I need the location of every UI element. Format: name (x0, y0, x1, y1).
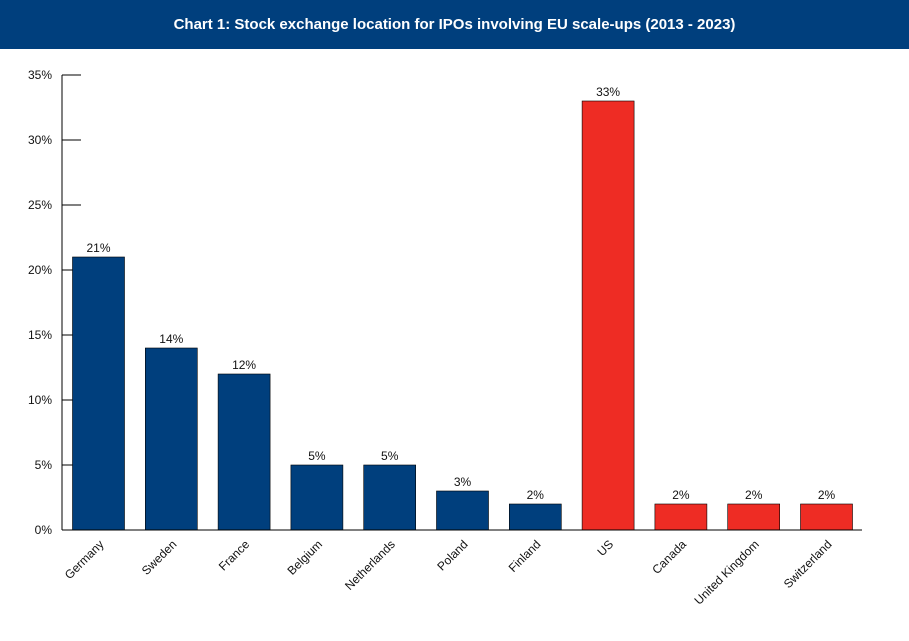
x-tick-label: United Kingdom (692, 537, 762, 607)
bar-france (217, 373, 271, 531)
bar-sweden (145, 347, 198, 531)
bars: 21% 14% 12% 5% 5% 3% 2% 33% 2% 2% 2% (72, 85, 853, 531)
data-label: 12% (232, 358, 256, 372)
bar-germany (72, 256, 125, 531)
x-tick-label: France (216, 537, 253, 574)
x-tick-label: Sweden (139, 537, 180, 578)
y-tick-label: 25% (28, 198, 52, 212)
data-label: 21% (86, 241, 110, 255)
y-tick-label: 5% (35, 458, 53, 472)
bar-belgium (290, 464, 344, 531)
data-label: 2% (818, 488, 836, 502)
chart-title-bar: Chart 1: Stock exchange location for IPO… (0, 0, 909, 49)
data-label: 3% (454, 475, 472, 489)
data-label: 14% (159, 332, 183, 346)
y-tick-label: 0% (35, 523, 53, 537)
x-tick-label: Netherlands (342, 537, 398, 593)
chart-title: Chart 1: Stock exchange location for IPO… (173, 16, 736, 33)
bar-switzerland (800, 503, 853, 531)
y-axis: 0% 5% 10% 15% 20% 25% 30% 35% (28, 68, 81, 537)
x-tick-label: Canada (649, 537, 689, 577)
x-tick-label: Poland (434, 537, 470, 573)
y-tick-label: 20% (28, 263, 52, 277)
bar-canada (654, 503, 708, 531)
data-label: 2% (745, 488, 763, 502)
y-tick-label: 35% (28, 68, 52, 82)
bar-poland (436, 490, 489, 531)
bar-united-kingdom (727, 503, 781, 531)
x-tick-label: Germany (62, 537, 107, 582)
data-label: 5% (381, 449, 399, 463)
y-tick-label: 30% (28, 133, 52, 147)
y-tick-label: 10% (28, 393, 52, 407)
data-label: 5% (308, 449, 326, 463)
y-tick-label: 15% (28, 328, 52, 342)
data-label: 2% (672, 488, 690, 502)
x-tick-label: Switzerland (781, 537, 835, 591)
bar-us (581, 100, 635, 531)
data-label: 33% (596, 85, 620, 99)
bar-finland (508, 503, 562, 531)
x-axis: Germany Sweden France Belgium Netherlands Pol… (62, 529, 862, 608)
x-tick-label: US (595, 537, 617, 559)
x-tick-label: Finland (506, 537, 544, 575)
bar-netherlands (363, 464, 417, 531)
data-label: 2% (527, 488, 545, 502)
x-tick-label: Belgium (284, 537, 325, 578)
